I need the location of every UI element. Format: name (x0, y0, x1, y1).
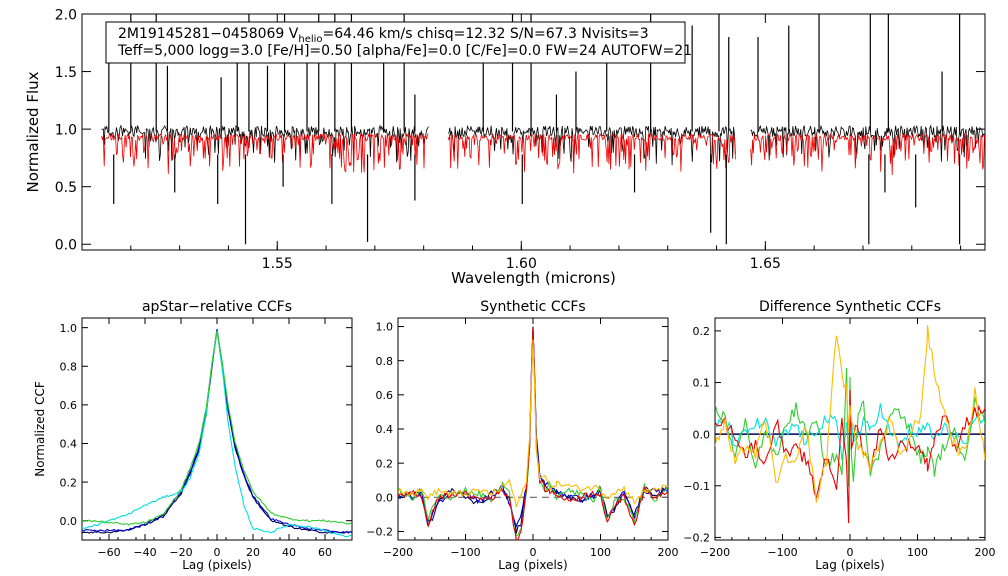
x-tick-label: 60 (318, 546, 332, 559)
y-tick-label: 0.8 (60, 360, 78, 373)
plot-frame (81, 13, 986, 251)
ccf-curve-red (398, 327, 668, 540)
y-tick-label: 1.0 (60, 322, 78, 335)
x-axis-label: Lag (pixels) (498, 558, 568, 572)
panel-title: Synthetic CCFs (480, 299, 585, 315)
ccf-curve-green (715, 367, 985, 487)
y-tick-label: 1.0 (55, 122, 77, 138)
x-tick-label: 100 (907, 546, 928, 559)
y-tick-label: 0.0 (376, 491, 394, 504)
x-tick-label: 200 (975, 546, 996, 559)
panel-title: Difference Synthetic CCFs (759, 299, 941, 315)
x-tick-label: 1.65 (750, 256, 781, 272)
panel-difference-ccf: −200 −100 0 100 200 −0.2 −0.1 0.0 0.1 0.2 Differen… (683, 299, 995, 572)
y-tick-label: −0.2 (683, 532, 710, 545)
ccf-curve-red (715, 389, 985, 524)
x-tick-label: −20 (169, 546, 192, 559)
panel-spectrum: 1.55 1.60 1.65 0.0 0.5 1.0 1.5 2.0 Wavelength (m… (24, 7, 986, 287)
y-tick-label: 0.2 (693, 325, 711, 338)
x-tick-label: 0 (530, 546, 537, 559)
y-tick-label: 0.6 (60, 399, 78, 412)
y-tick-label: 0.5 (55, 180, 77, 196)
ccf-curve-green (398, 330, 668, 537)
x-tick-label: 200 (658, 546, 679, 559)
ccf-curve-yellow (398, 339, 668, 508)
x-tick-label: 40 (282, 546, 296, 559)
plot-frame (81, 317, 353, 541)
apstar-ccf-curves (82, 329, 352, 538)
model-spectrum-chip-3 (750, 132, 985, 176)
annotation-line-2: Teff=5,000 logg=3.0 [Fe/H]=0.50 [alpha/F… (117, 43, 692, 59)
x-tick-label: 1.55 (262, 256, 293, 272)
x-tick-label: −60 (97, 546, 120, 559)
panel-apstar-ccf: −60 −40 −20 0 20 40 60 0.0 0.2 0.4 0.6 0.8 1.0 apStar… (33, 299, 353, 572)
ccf-curve-yellow (715, 324, 985, 504)
y-axis-label: Normalized CCF (33, 381, 47, 477)
synthetic-ccf-curves (398, 326, 668, 540)
x-tick-label: 0 (847, 546, 854, 559)
y-tick-label: 0.0 (55, 238, 77, 254)
x-tick-label: −200 (700, 546, 730, 559)
y-tick-label: 0.6 (376, 389, 394, 402)
y-tick-label: 0.1 (693, 377, 711, 390)
chisq: chisq=12.32 (417, 26, 510, 42)
y-tick-label: −0.1 (683, 480, 710, 493)
nvisits: Nvisits=3 (581, 26, 648, 42)
model-spectrum-chip-2 (447, 132, 736, 174)
difference-ccf-curves (715, 324, 985, 524)
y-tick-label: 0.2 (376, 457, 394, 470)
y-axis-label: Normalized Flux (24, 71, 42, 192)
x-axis-label: Lag (pixels) (815, 558, 885, 572)
ccf-curve-navy (82, 329, 352, 534)
annotation-line-1: 2M19145281−0458069 Vhelio=64.46 km/s chi… (118, 26, 649, 45)
v-value: =64.46 km/s (323, 26, 417, 42)
x-tick-label: −100 (767, 546, 797, 559)
observed-spectrum-chip-1 (101, 124, 429, 163)
x-tick-label: 0 (214, 546, 221, 559)
ccf-curve-cyan (82, 330, 352, 538)
y-tick-label: 0.8 (376, 355, 394, 368)
v-label: V (289, 26, 299, 42)
y-tick-label: 2.0 (55, 7, 77, 23)
x-tick-label: 100 (590, 546, 611, 559)
observed-spectrum-chip-2 (447, 124, 736, 166)
panel-synthetic-ccf: −200 −100 0 100 200 −0.2 0.0 0.2 0.4 0.6 0.8 1.0 Syn… (366, 299, 678, 572)
v-subscript: helio (298, 34, 322, 45)
y-tick-label: 0.4 (60, 438, 78, 451)
snr: S/N=67.3 (510, 26, 581, 42)
y-tick-label: 0.4 (376, 423, 394, 436)
star-id: 2M19145281−0458069 (118, 26, 289, 42)
spectrum-annotation: 2M19145281−0458069 Vhelio=64.46 km/s chi… (105, 21, 692, 64)
y-tick-label: 1.5 (55, 65, 77, 81)
y-tick-label: 0.0 (693, 428, 711, 441)
x-axis-label: Wavelength (microns) (451, 269, 616, 287)
y-tick-label: 1.0 (376, 321, 394, 334)
y-tick-label: 0.0 (60, 515, 78, 528)
x-tick-label: −40 (133, 546, 156, 559)
model-spectrum-chip-1 (101, 132, 429, 175)
x-tick-label: 1.60 (506, 256, 537, 272)
panel-title: apStar−relative CCFs (142, 299, 292, 315)
ccf-curve-navy (398, 326, 668, 534)
ccf-curve-blue (82, 329, 352, 534)
y-tick-label: 0.2 (60, 476, 78, 489)
annotation-box (105, 21, 686, 64)
ccf-curve-blue (398, 327, 668, 529)
x-axis-label: Lag (pixels) (182, 558, 252, 572)
x-tick-label: −200 (383, 546, 413, 559)
x-tick-label: 20 (246, 546, 260, 559)
x-tick-label: −100 (450, 546, 480, 559)
ccf-curve-green (82, 331, 352, 526)
y-tick-label: −0.2 (366, 526, 393, 539)
